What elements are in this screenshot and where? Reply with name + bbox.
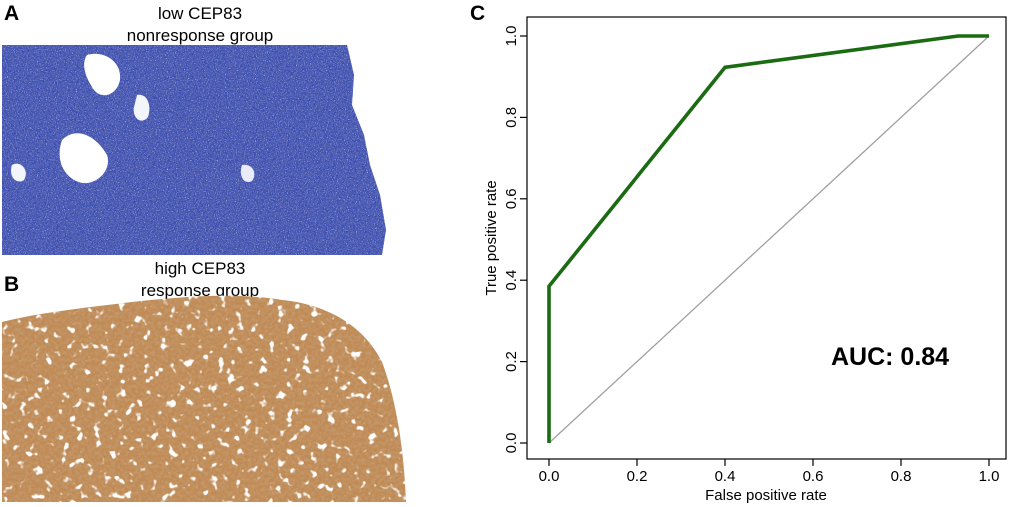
x-axis: 0.0 0.2 0.4 0.6 0.8 1.0 [539, 459, 1000, 485]
roc-curve-line-0 [547, 34, 989, 443]
y-axis-label: True positive rate [483, 180, 500, 295]
x-tick-label: 0.6 [803, 468, 824, 485]
y-tick-label: 1.0 [503, 26, 520, 47]
reference-layer [548, 35, 990, 444]
panel-b-caption-line2: response group [140, 281, 260, 300]
y-tick-label: 0.2 [503, 351, 520, 372]
x-tick-label: 0.2 [627, 468, 648, 485]
panel-a-caption-line1: low CEP83 [157, 4, 243, 23]
panel-b-caption: high CEP83 response group [85, 258, 315, 302]
plot-frame [526, 16, 1007, 460]
x-tick-label: 0.4 [715, 468, 736, 485]
panel-b-caption-line1: high CEP83 [154, 259, 246, 278]
y-axis: 0.0 0.2 0.4 0.6 0.8 1.0 [503, 26, 527, 454]
panel-b-tissue-image [2, 295, 406, 502]
x-tick-label: 0.8 [891, 468, 912, 485]
series-layer [547, 34, 989, 443]
panel-a-tissue-image [2, 45, 386, 255]
y-tick-label: 0.4 [503, 270, 520, 291]
auc-annotation: AUC: 0.84 [831, 343, 949, 371]
panel-a-caption: low CEP83 nonresponse group [85, 3, 315, 47]
panel-a-letter: A [4, 2, 20, 25]
panel-c-letter: C [470, 2, 486, 25]
panel-a-caption-line2: nonresponse group [126, 26, 274, 45]
x-axis-label: False positive rate [705, 487, 827, 504]
panel-b-letter: B [4, 273, 20, 296]
y-tick-label: 0.8 [503, 107, 520, 128]
y-tick-label: 0.0 [503, 433, 520, 454]
y-tick-label: 0.6 [503, 188, 520, 209]
x-tick-label: 1.0 [979, 468, 1000, 485]
x-tick-label: 0.0 [539, 468, 560, 485]
reference-diagonal-line [548, 35, 990, 444]
